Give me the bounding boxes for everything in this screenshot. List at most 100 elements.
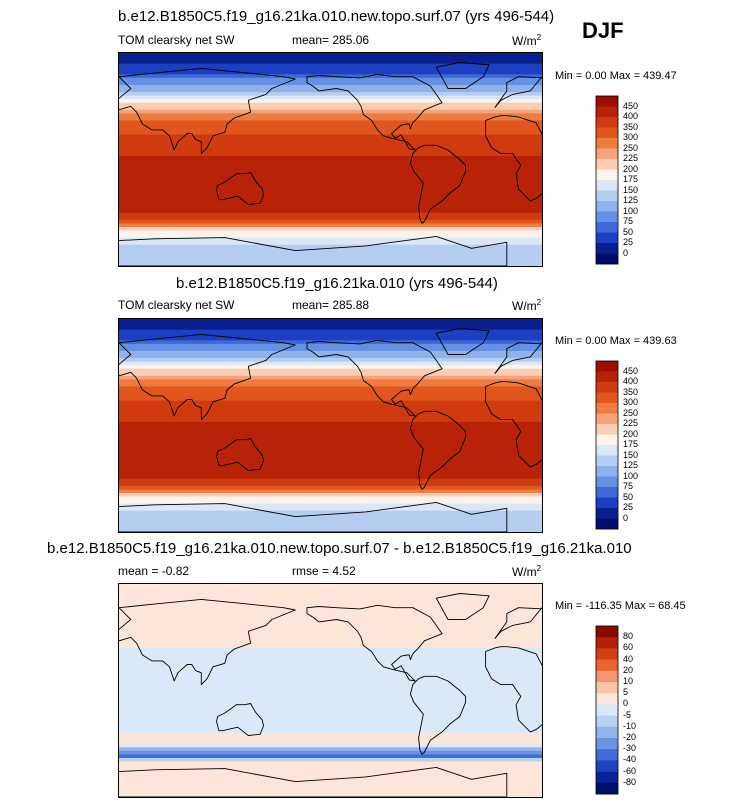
map-band-2-53: [119, 772, 542, 777]
map-band-0-3: [119, 63, 542, 68]
map-band-0-57: [119, 255, 542, 260]
map-band-1-46: [119, 482, 542, 487]
map-band-1-14: [119, 368, 542, 373]
map-band-2-57: [119, 786, 542, 791]
map-band-2-1: [119, 587, 542, 592]
coastline-1-5: [216, 438, 264, 471]
map-band-2-5: [119, 601, 542, 606]
map-band-0-20: [119, 124, 542, 129]
colorbar-frame-2: [595, 625, 619, 795]
colorbar-frame-0: [595, 95, 619, 265]
colorbar-diff: 80 60 40 20 10 5 0 -5 -10 -20 -30 -40 -60 -80: [595, 625, 715, 795]
map-band-2-59: [119, 793, 542, 797]
coastline-0-6: [119, 235, 508, 266]
map-band-0-19: [119, 120, 542, 125]
map-band-1-35: [119, 443, 542, 448]
map-band-1-21: [119, 393, 542, 398]
map-band-0-29: [119, 155, 542, 161]
map-band-0-22: [119, 131, 542, 136]
map-band-0-7: [119, 77, 542, 82]
map-band-1-41: [119, 464, 542, 469]
map-band-2-25: [119, 672, 542, 677]
units-exp: 2: [536, 298, 542, 307]
colorbar-tick-label: 0: [623, 247, 629, 258]
colorbar-tick-label: 25: [623, 237, 634, 247]
coastline-2-3: [494, 607, 542, 639]
map-band-1-59: [119, 528, 542, 532]
colorbar-swatch-2-14: [596, 782, 618, 795]
map-band-1-9: [119, 350, 542, 356]
panel-diff-minmax: Min = -116.35 Max = 68.45: [555, 600, 686, 612]
map-band-1-1: [119, 322, 542, 327]
map-band-2-40: [119, 726, 542, 731]
map-band-0-27: [119, 148, 542, 153]
coastline-0-2: [485, 115, 542, 202]
panel-mid-variable: TOM clearsky net SW: [118, 298, 235, 312]
map-band-2-28: [119, 683, 542, 688]
colorbar-tick-label: 300: [623, 397, 639, 407]
map-band-0-42: [119, 202, 542, 207]
panel-diff-units: W/m2: [512, 564, 541, 579]
colorbar-swatch-1-15: [596, 518, 618, 530]
colorbar-swatch-0-6: [596, 159, 618, 170]
colorbar-swatch-1-14: [596, 508, 618, 519]
map-band-2-51: [119, 765, 542, 770]
map-band-2-45: [119, 743, 542, 748]
map-band-2-11: [119, 623, 542, 628]
map-band-1-11: [119, 358, 542, 363]
map-band-2-3: [119, 594, 542, 599]
map-band-1-37: [119, 450, 542, 455]
map-band-1-58: [119, 524, 542, 530]
map-band-0-23: [119, 134, 542, 139]
map-band-1-12: [119, 361, 542, 366]
colorbar-tick-label: 75: [623, 216, 634, 226]
map-band-1-16: [119, 375, 542, 380]
map-band-0-28: [119, 152, 542, 157]
colorbar-swatch-2-12: [596, 760, 618, 772]
colorbar-swatch-1-9: [596, 455, 618, 467]
coastline-0-1: [409, 144, 467, 224]
map-diff-svg: [119, 584, 542, 797]
map-band-0-36: [119, 180, 542, 185]
map-band-1-32: [119, 432, 542, 437]
map-band-1-53: [119, 507, 542, 512]
coastline-2-4: [119, 598, 296, 686]
map-band-0-56: [119, 251, 542, 256]
map-top: [118, 52, 543, 267]
map-band-2-44: [119, 740, 542, 745]
colorbar-tick-label: -5: [623, 709, 632, 720]
map-band-0-15: [119, 106, 542, 111]
map-band-0-26: [119, 145, 542, 150]
map-band-2-2: [119, 591, 542, 596]
map-band-2-21: [119, 658, 542, 663]
colorbar-tick-label: 250: [623, 407, 639, 418]
colorbar-swatch-0-3: [596, 127, 618, 139]
map-band-0-44: [119, 209, 542, 214]
colorbar-tick-label: 50: [623, 491, 634, 502]
map-band-1-13: [119, 365, 542, 370]
map-band-1-55: [119, 514, 542, 519]
map-band-0-1: [119, 56, 542, 61]
coastline-0-0: [306, 73, 443, 151]
coastline-1-4: [119, 333, 296, 421]
map-band-1-33: [119, 436, 542, 441]
colorbar-swatch-0-1: [596, 106, 618, 118]
colorbar-tick-label: 125: [623, 460, 639, 470]
map-band-2-16: [119, 640, 542, 645]
map-band-1-44: [119, 475, 542, 480]
map-band-1-25: [119, 407, 542, 412]
map-top-svg: [119, 53, 542, 266]
map-band-1-40: [119, 461, 542, 466]
map-band-1-42: [119, 468, 542, 473]
map-band-1-4: [119, 333, 542, 338]
units-exp: 2: [536, 564, 542, 573]
map-band-2-0: [119, 584, 542, 589]
map-band-0-13: [119, 99, 542, 104]
colorbar-tick-label: 400: [623, 376, 639, 386]
colorbar-swatch-0-7: [596, 169, 618, 181]
map-band-0-5: [119, 70, 542, 75]
map-band-0-59: [119, 262, 542, 266]
map-band-2-26: [119, 676, 542, 681]
colorbar-tick-label: 300: [623, 132, 639, 142]
panel-top-variable: TOM clearsky net SW: [118, 33, 235, 47]
